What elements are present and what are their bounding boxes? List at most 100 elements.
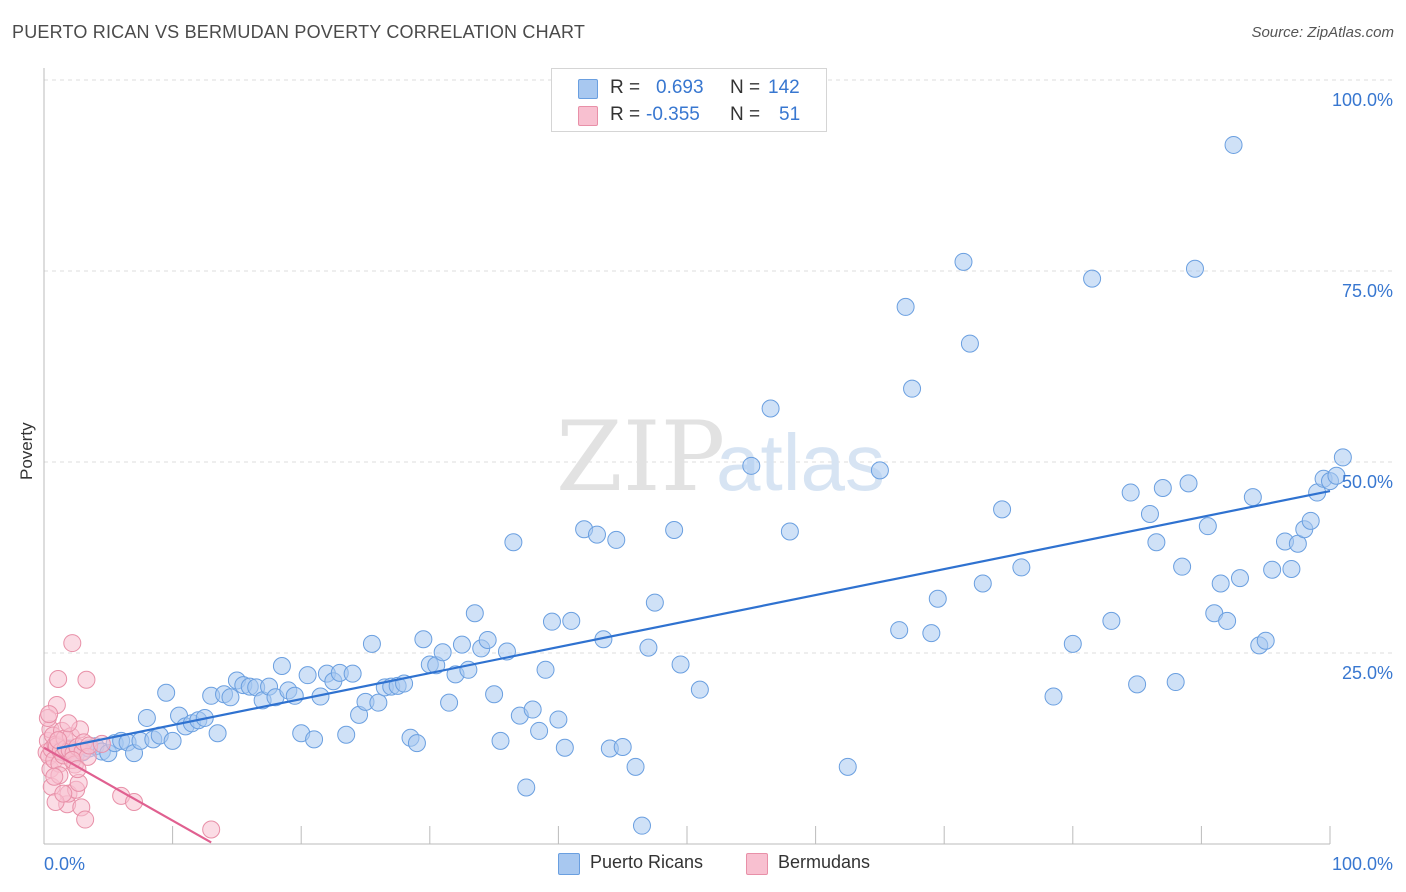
point-puerto-rican [665,520,684,539]
legend-n-label: N = [730,104,761,125]
point-bermudan [76,810,95,829]
x-tick-label: 0.0% [44,854,85,874]
point-bermudan [49,669,68,688]
point-puerto-rican [1218,611,1237,630]
legend-n-label: N = [730,77,761,98]
legend-swatch-pink [578,106,598,126]
point-puerto-rican [465,604,484,623]
point-puerto-rican [1012,558,1031,577]
trend-line-puerto-ricans [56,489,1331,750]
watermark-atlas: atlas [716,418,885,507]
point-puerto-rican [530,721,549,740]
point-puerto-rican [870,461,889,480]
point-bermudan [63,634,82,653]
point-puerto-rican [414,630,433,649]
gridlines [44,79,1394,654]
legend-row-bermudans: R = -0.355 N = 51 [552,102,826,128]
legend-r-value: -0.355 [646,104,700,125]
point-puerto-rican [523,700,542,719]
point-puerto-rican [1147,533,1166,552]
y-tick-label: 100.0% [1332,90,1393,110]
point-puerto-rican [645,593,664,612]
point-puerto-rican [305,730,324,749]
point-puerto-rican [1243,488,1262,507]
point-puerto-rican [1263,560,1282,579]
watermark-zip: ZIP [556,401,725,513]
point-puerto-rican [626,757,645,776]
point-puerto-rican [761,399,780,418]
trend-line-bermudans [43,746,212,844]
point-bermudan [45,767,64,786]
point-puerto-rican [993,500,1012,519]
y-tick-label: 50.0% [1342,472,1393,492]
point-puerto-rican [890,621,909,640]
point-puerto-rican [1166,673,1185,692]
point-puerto-rican [960,334,979,353]
point-puerto-rican [903,379,922,398]
bottom-legend-label: Bermudans [778,852,871,872]
point-puerto-rican [208,724,227,743]
point-puerto-rican [433,643,452,662]
chart-title: PUERTO RICAN VS BERMUDAN POVERTY CORRELA… [12,22,586,42]
point-puerto-rican [549,710,568,729]
point-bermudan [40,705,59,724]
point-puerto-rican [896,297,915,316]
point-puerto-rican [1063,634,1082,653]
point-puerto-rican [690,680,709,699]
point-puerto-rican [922,624,941,643]
point-puerto-rican [452,635,471,654]
point-puerto-rican [1185,259,1204,278]
point-puerto-rican [362,634,381,653]
point-puerto-rican [1230,569,1249,588]
point-puerto-rican [298,666,317,685]
point-puerto-rican [1211,574,1230,593]
point-puerto-rican [1224,135,1243,154]
point-puerto-rican [221,688,240,707]
legend-n-value: 51 [779,104,801,125]
point-puerto-rican [517,778,536,797]
x-tick-label: 100.0% [1332,854,1393,874]
point-bermudan [77,670,96,689]
point-puerto-rican [1044,687,1063,706]
y-tick-label: 25.0% [1342,663,1393,683]
point-puerto-rican [542,612,561,631]
point-puerto-rican [1256,631,1275,650]
bottom-legend-swatch-pink [746,853,768,875]
point-puerto-rican [163,731,182,750]
point-puerto-rican [440,693,459,712]
point-puerto-rican [780,522,799,541]
point-puerto-rican [1140,504,1159,523]
point-bermudan [125,792,144,811]
point-puerto-rican [639,638,658,657]
point-puerto-rican [607,530,626,549]
point-puerto-rican [671,655,690,674]
point-puerto-rican [973,574,992,593]
point-puerto-rican [1179,474,1198,493]
trend-lines [43,489,1331,844]
point-puerto-rican [632,816,651,835]
y-tick-label: 75.0% [1342,281,1393,301]
watermark: ZIP atlas [556,401,885,513]
point-puerto-rican [1327,466,1346,485]
point-puerto-rican [562,611,581,630]
legend-swatch-blue [578,79,598,99]
point-puerto-rican [478,631,497,650]
bottom-legend-label: Puerto Ricans [590,852,704,872]
legend-r-label: R = [610,104,641,125]
point-puerto-rican [613,737,632,756]
point-puerto-rican [928,589,947,608]
point-bermudan [59,714,78,733]
point-puerto-rican [1128,675,1147,694]
legend-r-label: R = [610,77,641,98]
tick-labels: 25.0% 50.0% 75.0% 100.0% 0.0% 100.0% [44,90,1393,874]
point-bermudan [54,784,73,803]
point-puerto-rican [838,757,857,776]
correlation-legend: R = 0.693 N = 142 R = -0.355 N = 51 [551,68,827,132]
legend-row-puerto-ricans: R = 0.693 N = 142 [552,75,826,101]
point-puerto-rican [272,656,291,675]
point-puerto-rican [742,456,761,475]
point-puerto-rican [1083,269,1102,288]
legend-n-value: 142 [768,77,800,98]
point-puerto-rican [485,685,504,704]
